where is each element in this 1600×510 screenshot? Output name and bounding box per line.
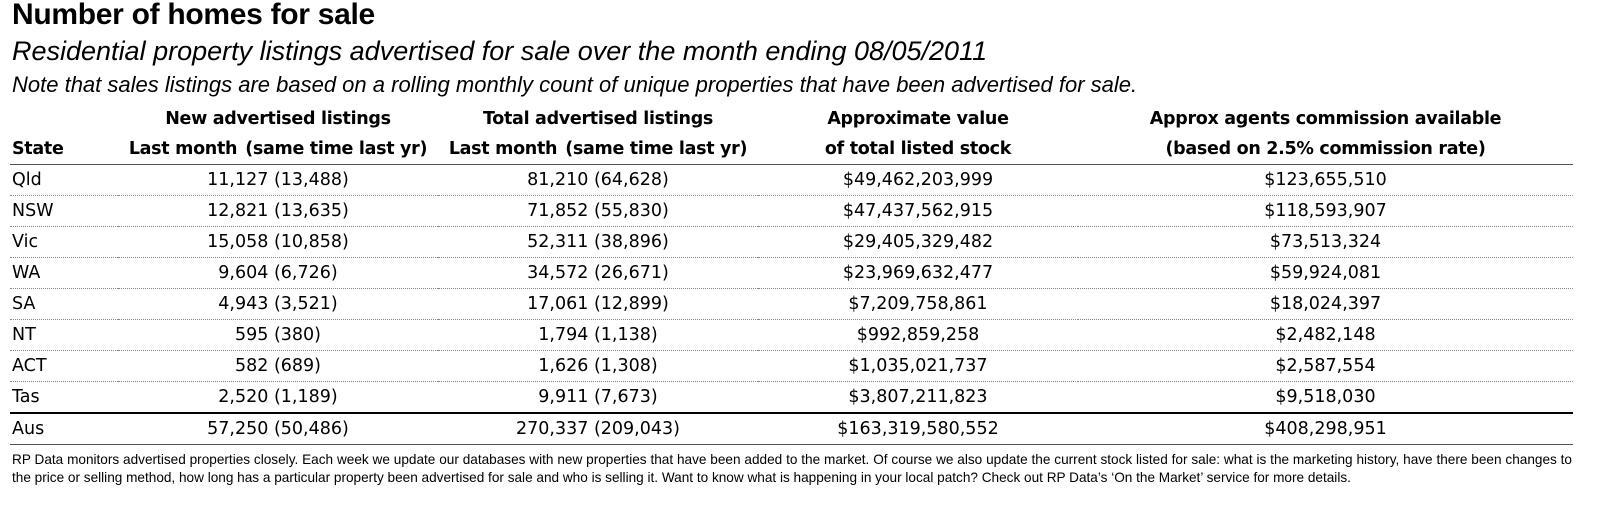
footer-text: RP Data monitors advertised properties c…	[12, 452, 1572, 485]
table-row: Vic 15,058 (10,858) 52,311 (38,896) $29,…	[10, 226, 1573, 258]
value-cell: $49,462,203,999	[758, 164, 1078, 196]
table-row: SA 4,943 (3,521) 17,061 (12,899) $7,209,…	[10, 288, 1573, 320]
page-title: Number of homes for sale	[12, 0, 375, 31]
new-listings-cell: 4,943 (3,521)	[118, 288, 438, 320]
listings-table: New advertised listings Total advertised…	[10, 104, 1573, 445]
table-row: NT 595 (380) 1,794 (1,138) $992,859,258 …	[10, 319, 1573, 351]
commission-cell: $59,924,081	[1078, 257, 1573, 289]
header-commission-sub: (based on 2.5% commission rate)	[1078, 134, 1573, 165]
value-cell: $23,969,632,477	[758, 257, 1078, 289]
new-listings-cell: 11,127 (13,488)	[118, 164, 438, 196]
header-commission: Approx agents commission available	[1149, 109, 1502, 129]
total-listings-cell: 52,311 (38,896)	[438, 226, 758, 258]
value-cell: $992,859,258	[758, 319, 1078, 351]
state-cell: Vic	[10, 226, 118, 258]
commission-cell: $2,482,148	[1078, 319, 1573, 351]
header-approx-value: Approximate value	[827, 109, 1009, 129]
commission-cell: $9,518,030	[1078, 381, 1573, 414]
value-cell: $163,319,580,552	[758, 412, 1078, 445]
header-total-last-month: Last month	[448, 139, 558, 159]
header-new-same-time-last-yr: (same time last yr)	[245, 139, 428, 159]
commission-cell: $123,655,510	[1078, 164, 1573, 196]
table-row: ACT 582 (689) 1,626 (1,308) $1,035,021,7…	[10, 350, 1573, 382]
header-total-listings: Total advertised listings	[482, 109, 714, 129]
state-cell: WA	[10, 257, 118, 289]
state-cell: SA	[10, 288, 118, 320]
table-row: Tas 2,520 (1,189) 9,911 (7,673) $3,807,2…	[10, 381, 1573, 414]
table-row: Qld 11,127 (13,488) 81,210 (64,628) $49,…	[10, 164, 1573, 196]
header-row-sub: State Last month (same time last yr) Last…	[10, 134, 1573, 165]
total-listings-cell: 9,911 (7,673)	[438, 381, 758, 414]
header-state: State	[10, 134, 118, 165]
value-cell: $3,807,211,823	[758, 381, 1078, 414]
page-subtitle: Residential property listings advertised…	[12, 36, 988, 66]
header-row-top: New advertised listings Total advertised…	[10, 104, 1573, 134]
new-listings-cell: 595 (380)	[118, 319, 438, 351]
value-cell: $7,209,758,861	[758, 288, 1078, 320]
total-listings-cell: 270,337 (209,043)	[438, 412, 758, 445]
new-listings-cell: 15,058 (10,858)	[118, 226, 438, 258]
commission-cell: $118,593,907	[1078, 195, 1573, 227]
table-row: NSW 12,821 (13,635) 71,852 (55,830) $47,…	[10, 195, 1573, 227]
state-cell: Qld	[10, 164, 118, 196]
header-new-listings: New advertised listings	[165, 109, 391, 129]
state-cell: ACT	[10, 350, 118, 382]
new-listings-cell: 582 (689)	[118, 350, 438, 382]
header-blank	[10, 104, 118, 134]
new-listings-cell: 2,520 (1,189)	[118, 381, 438, 414]
new-listings-cell: 12,821 (13,635)	[118, 195, 438, 227]
total-listings-cell: 34,572 (26,671)	[438, 257, 758, 289]
header-total-same-time-last-yr: (same time last yr)	[565, 139, 748, 159]
value-cell: $1,035,021,737	[758, 350, 1078, 382]
commission-cell: $408,298,951	[1078, 412, 1573, 445]
total-listings-cell: 71,852 (55,830)	[438, 195, 758, 227]
state-cell: Aus	[10, 412, 118, 445]
total-listings-cell: 1,794 (1,138)	[438, 319, 758, 351]
header-value-sub: of total listed stock	[758, 134, 1078, 165]
new-listings-cell: 9,604 (6,726)	[118, 257, 438, 289]
value-cell: $47,437,562,915	[758, 195, 1078, 227]
commission-cell: $18,024,397	[1078, 288, 1573, 320]
table-row: WA 9,604 (6,726) 34,572 (26,671) $23,969…	[10, 257, 1573, 289]
header-new-sub: Last month (same time last yr)	[118, 134, 438, 165]
total-listings-cell: 1,626 (1,308)	[438, 350, 758, 382]
commission-cell: $73,513,324	[1078, 226, 1573, 258]
new-listings-cell: 57,250 (50,486)	[118, 412, 438, 445]
value-cell: $29,405,329,482	[758, 226, 1078, 258]
header-new-last-month: Last month	[128, 139, 238, 159]
table-row-total: Aus 57,250 (50,486) 270,337 (209,043) $1…	[10, 412, 1573, 445]
total-listings-cell: 17,061 (12,899)	[438, 288, 758, 320]
state-cell: NSW	[10, 195, 118, 227]
listings-note: Note that sales listings are based on a …	[12, 72, 1138, 97]
state-cell: Tas	[10, 381, 118, 414]
header-total-sub: Last month (same time last yr)	[438, 134, 758, 165]
commission-cell: $2,587,554	[1078, 350, 1573, 382]
total-listings-cell: 81,210 (64,628)	[438, 164, 758, 196]
state-cell: NT	[10, 319, 118, 351]
